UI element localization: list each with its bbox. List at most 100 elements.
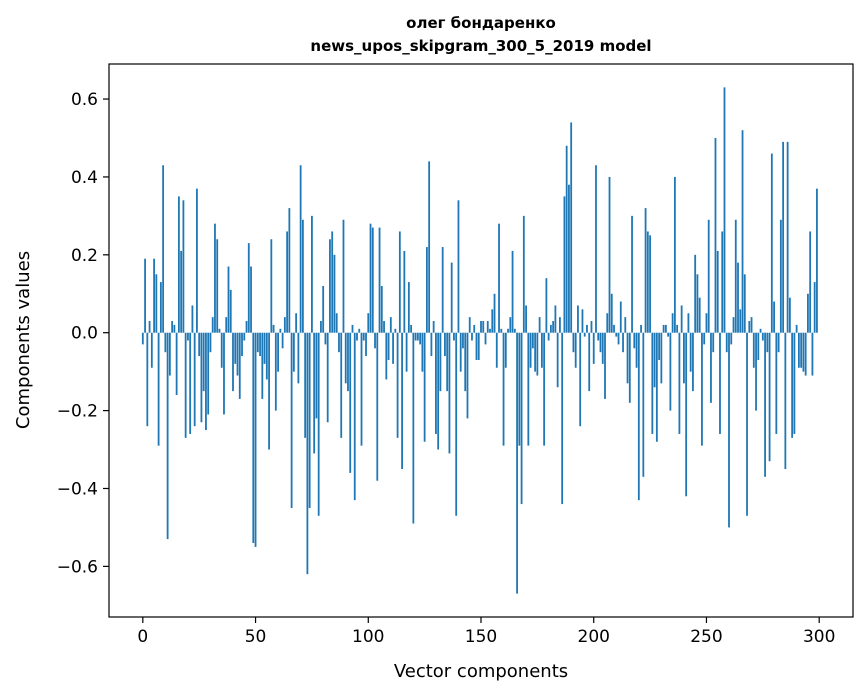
bar	[378, 227, 381, 333]
bar	[187, 332, 189, 341]
bar	[462, 332, 464, 349]
bar	[347, 332, 349, 392]
bar	[324, 332, 327, 345]
bar	[637, 332, 640, 501]
y-tick-label: 0.4	[71, 168, 98, 188]
bar	[141, 332, 144, 345]
bar	[198, 332, 201, 357]
bar	[746, 332, 748, 516]
bar	[455, 332, 458, 516]
bar	[633, 332, 636, 349]
bar	[534, 332, 537, 372]
bar	[807, 293, 809, 333]
bar	[362, 332, 365, 341]
bar	[398, 231, 401, 333]
bar	[182, 200, 185, 333]
bar	[723, 87, 726, 333]
bar	[518, 332, 521, 446]
bar	[531, 332, 534, 349]
bar	[301, 219, 304, 333]
bar	[254, 332, 257, 547]
bar	[757, 332, 760, 360]
bar	[624, 317, 627, 333]
bar	[651, 332, 654, 434]
bar	[568, 184, 570, 333]
bar	[502, 332, 505, 446]
bar	[184, 332, 187, 438]
bar	[547, 332, 550, 341]
bar	[356, 332, 358, 341]
bar	[577, 305, 579, 333]
bar	[297, 332, 300, 384]
bar	[565, 145, 568, 333]
bar	[155, 274, 158, 333]
bar	[333, 254, 336, 333]
bar	[459, 332, 462, 372]
bar	[335, 313, 338, 333]
bar	[369, 223, 372, 333]
bar	[529, 332, 532, 368]
bar	[527, 332, 530, 446]
bar	[764, 332, 766, 477]
bar	[177, 196, 180, 333]
bar	[773, 301, 775, 333]
y-tick-label: 0.2	[71, 246, 98, 266]
bar	[782, 141, 785, 333]
bar	[437, 332, 440, 450]
bar	[737, 262, 739, 333]
bar	[800, 332, 803, 368]
bar	[247, 243, 250, 333]
bar	[421, 332, 424, 372]
bar	[394, 328, 397, 333]
bar	[338, 332, 340, 353]
bar	[448, 332, 451, 454]
bar	[572, 332, 575, 353]
bar	[685, 332, 688, 497]
bar	[193, 332, 196, 427]
bar	[279, 328, 282, 333]
bar	[405, 332, 408, 372]
bar	[283, 317, 286, 333]
bar	[698, 297, 701, 333]
bar	[349, 332, 352, 473]
bar	[522, 215, 525, 333]
bar	[403, 250, 406, 333]
bar	[615, 332, 618, 337]
bar	[701, 332, 703, 446]
bar	[200, 332, 203, 423]
bar	[610, 293, 613, 333]
bar	[712, 332, 715, 353]
bar	[795, 324, 798, 333]
bar	[383, 321, 385, 333]
bar	[475, 332, 478, 360]
bar	[218, 328, 221, 333]
bar	[511, 250, 514, 333]
bar	[371, 227, 374, 333]
bar	[719, 332, 721, 434]
y-tick-label: −0.2	[57, 402, 98, 422]
bar	[432, 321, 435, 333]
bar	[556, 332, 559, 388]
bar	[786, 141, 789, 333]
bar	[804, 332, 807, 376]
x-tick-label: 100	[352, 627, 384, 647]
bar	[581, 309, 584, 333]
bar	[416, 332, 419, 341]
chart-title-line1: олег бондаренко	[406, 14, 556, 32]
bar	[376, 332, 379, 481]
bar	[642, 332, 645, 477]
bar	[180, 250, 183, 333]
bar	[793, 332, 796, 434]
bar	[707, 219, 710, 333]
bar	[331, 231, 334, 333]
bar	[500, 328, 503, 333]
bar	[748, 321, 751, 333]
bar	[770, 153, 773, 333]
bar	[739, 309, 742, 333]
bar	[446, 332, 449, 392]
bar	[732, 317, 735, 333]
bar	[146, 332, 149, 427]
bar	[175, 332, 178, 396]
bar	[811, 332, 814, 376]
bar	[263, 332, 266, 364]
